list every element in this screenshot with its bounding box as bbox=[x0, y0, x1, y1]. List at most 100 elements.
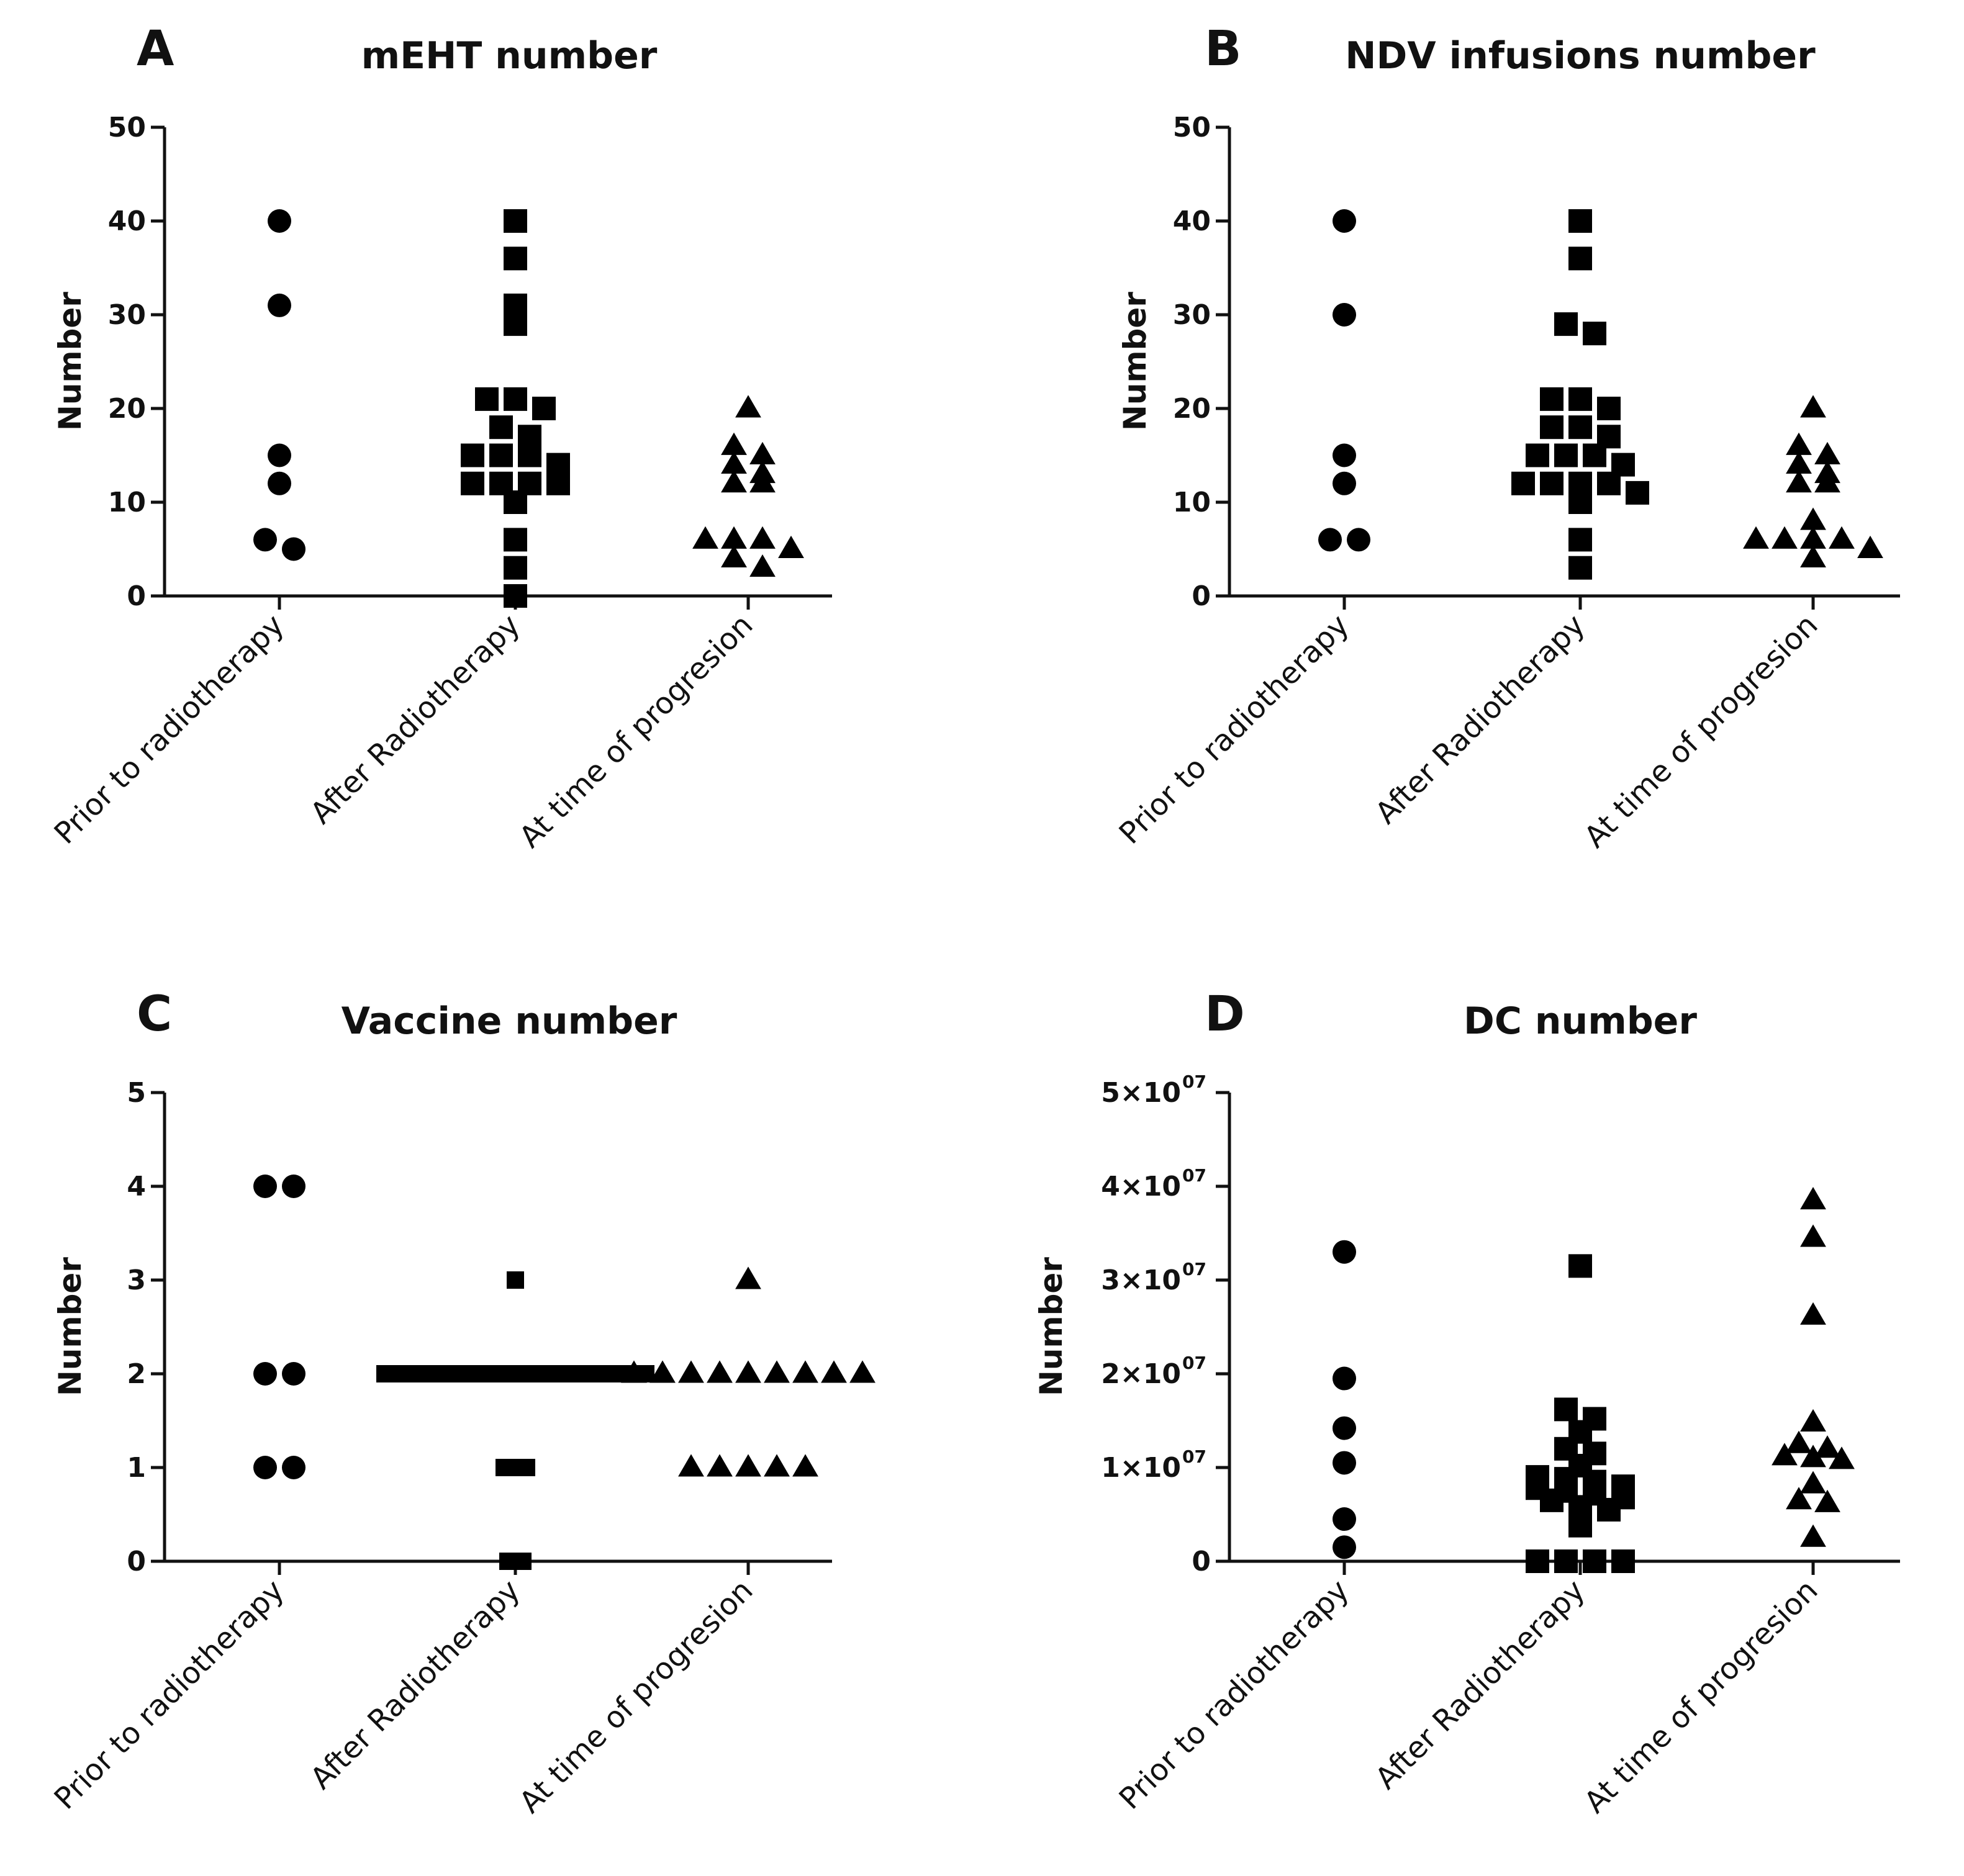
data-point-circle bbox=[1333, 1416, 1356, 1440]
data-point-triangle bbox=[1786, 451, 1812, 474]
y-axis-label: Number bbox=[1033, 1257, 1069, 1396]
data-point-triangle bbox=[1800, 1409, 1826, 1432]
data-point-square bbox=[1568, 415, 1592, 440]
data-point-circle bbox=[1333, 1366, 1356, 1391]
data-point-triangle bbox=[1829, 526, 1855, 549]
data-point-triangle bbox=[1814, 1489, 1840, 1512]
data-point-circle bbox=[268, 293, 291, 317]
data-point-circle bbox=[1333, 303, 1356, 327]
data-point-triangle bbox=[1814, 1435, 1840, 1458]
y-tick-label: 4 bbox=[127, 1171, 146, 1202]
data-point-triangle bbox=[749, 554, 776, 577]
data-point-square bbox=[1583, 443, 1606, 467]
data-point-square bbox=[504, 246, 527, 271]
data-point-triangle bbox=[735, 1360, 761, 1383]
y-tick-exponent: 07 bbox=[1182, 1259, 1206, 1279]
data-point-triangle bbox=[1814, 441, 1840, 464]
data-point-triangle bbox=[1800, 1471, 1826, 1494]
data-point-square bbox=[504, 584, 527, 608]
y-tick-label: 40 bbox=[108, 205, 146, 237]
x-category-label: At time of progresion bbox=[513, 1573, 760, 1820]
data-point-square bbox=[514, 1553, 532, 1570]
y-tick-label: 2×10 bbox=[1101, 1358, 1181, 1390]
data-point-circle bbox=[282, 1456, 305, 1479]
data-point-square bbox=[489, 415, 513, 440]
data-point-triangle bbox=[749, 441, 776, 464]
data-point-square bbox=[1554, 312, 1578, 336]
data-point-square bbox=[1568, 1254, 1592, 1278]
data-point-circle bbox=[268, 471, 291, 495]
x-category-label: Prior to radiotherapy bbox=[48, 1573, 291, 1816]
data-point-circle bbox=[1333, 209, 1356, 233]
y-tick-label: 20 bbox=[1173, 393, 1211, 425]
y-tick-label: 0 bbox=[127, 580, 146, 612]
data-point-square bbox=[1568, 209, 1592, 233]
data-point-square bbox=[504, 490, 527, 514]
data-point-triangle bbox=[764, 1360, 790, 1383]
data-point-circle bbox=[1333, 471, 1356, 495]
x-category-label: After Radiotherapy bbox=[1369, 608, 1591, 831]
data-point-triangle bbox=[678, 1360, 704, 1383]
data-point-circle bbox=[1318, 528, 1342, 552]
data-point-triangle bbox=[1786, 1430, 1812, 1453]
data-point-triangle bbox=[1800, 544, 1826, 568]
y-tick-label: 2 bbox=[127, 1358, 146, 1390]
data-point-circle bbox=[253, 528, 277, 552]
data-point-square bbox=[1554, 1549, 1578, 1573]
data-point-square bbox=[1540, 471, 1564, 495]
data-point-square bbox=[1611, 1549, 1635, 1573]
data-point-triangle bbox=[1786, 1487, 1812, 1510]
data-point-triangle bbox=[1786, 432, 1812, 455]
data-point-circle bbox=[1347, 528, 1370, 552]
data-point-square bbox=[1568, 528, 1592, 552]
data-point-triangle bbox=[764, 1454, 790, 1477]
data-point-square bbox=[518, 1459, 535, 1476]
data-point-circle bbox=[253, 1175, 277, 1198]
y-tick-label: 3×10 bbox=[1101, 1265, 1181, 1296]
data-point-square bbox=[1597, 397, 1621, 420]
data-point-square bbox=[1540, 387, 1564, 411]
data-point-square bbox=[461, 443, 484, 467]
data-point-triangle bbox=[1800, 1224, 1826, 1247]
data-point-triangle bbox=[1800, 526, 1826, 549]
data-point-square bbox=[1597, 471, 1621, 495]
data-point-triangle bbox=[721, 451, 747, 474]
y-tick-label: 0 bbox=[1192, 580, 1211, 612]
data-point-square bbox=[475, 387, 499, 411]
data-point-circle bbox=[282, 537, 305, 561]
data-point-triangle bbox=[649, 1360, 676, 1383]
data-point-circle bbox=[1333, 1507, 1356, 1531]
data-point-triangle bbox=[1800, 1186, 1826, 1210]
y-tick-label: 20 bbox=[108, 393, 146, 425]
data-point-square bbox=[1583, 1549, 1606, 1573]
data-point-triangle bbox=[721, 432, 747, 455]
data-point-circle bbox=[1333, 1535, 1356, 1559]
y-tick-exponent: 07 bbox=[1182, 1446, 1206, 1467]
data-point-square bbox=[1526, 443, 1549, 467]
panel-letter: B bbox=[1205, 21, 1241, 77]
data-point-circle bbox=[268, 443, 291, 467]
y-axis-label: Number bbox=[1117, 292, 1153, 431]
data-point-square bbox=[1568, 387, 1592, 411]
data-point-triangle bbox=[778, 535, 804, 558]
y-tick-label: 50 bbox=[1173, 112, 1211, 143]
data-point-triangle bbox=[1857, 535, 1883, 558]
y-tick-label: 10 bbox=[1173, 487, 1211, 518]
data-point-circle bbox=[282, 1362, 305, 1386]
data-point-square bbox=[507, 1271, 524, 1289]
y-tick-label: 10 bbox=[108, 487, 146, 518]
y-tick-label: 0 bbox=[127, 1546, 146, 1577]
y-tick-label: 5 bbox=[127, 1077, 146, 1109]
data-point-circle bbox=[1333, 1240, 1356, 1264]
data-point-triangle bbox=[1800, 507, 1826, 530]
data-point-triangle bbox=[707, 1454, 733, 1477]
x-category-label: Prior to radiotherapy bbox=[1113, 1573, 1356, 1816]
panel-title: Vaccine number bbox=[342, 999, 677, 1043]
data-point-square bbox=[518, 443, 541, 467]
data-point-triangle bbox=[1800, 1524, 1826, 1547]
y-tick-label: 40 bbox=[1173, 205, 1211, 237]
x-category-label: At time of progresion bbox=[1578, 608, 1825, 855]
data-point-triangle bbox=[1772, 526, 1798, 549]
data-point-circle bbox=[268, 209, 291, 233]
data-point-square bbox=[1554, 1397, 1578, 1422]
